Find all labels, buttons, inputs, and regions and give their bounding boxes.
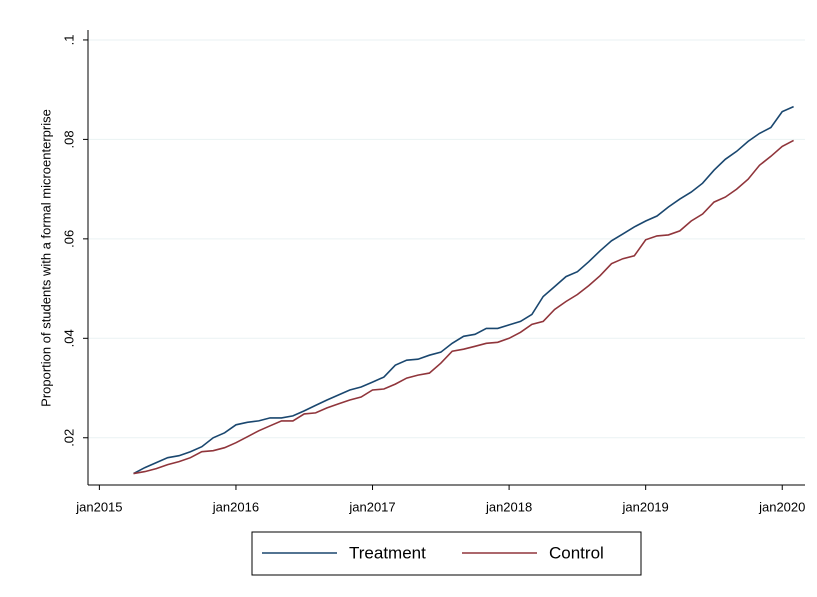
legend-label: Treatment [349, 543, 426, 562]
y-tick-label: .1 [61, 35, 76, 46]
series-line [133, 105, 794, 475]
x-tick-label: jan2015 [75, 499, 122, 514]
x-tick-label: jan2019 [622, 499, 669, 514]
legend-label: Control [549, 543, 604, 562]
y-axis-title: Proportion of students with a formal mic… [38, 109, 53, 407]
y-tick-label: .08 [61, 130, 76, 148]
y-tick-label: .04 [61, 329, 76, 347]
x-tick-label: jan2016 [212, 499, 259, 514]
y-tick-label: .06 [61, 230, 76, 248]
series-line [133, 139, 794, 475]
x-tick-label: jan2017 [348, 499, 395, 514]
x-tick-label: jan2018 [485, 499, 532, 514]
x-tick-label: jan2020 [758, 499, 805, 514]
y-tick-label: .02 [61, 429, 76, 447]
